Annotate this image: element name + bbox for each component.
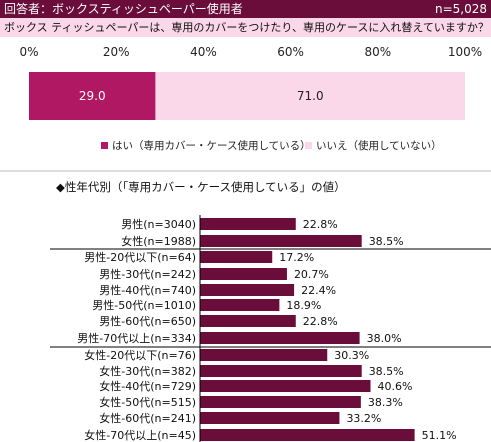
data-value-label: 38.3% (368, 396, 403, 409)
category-label: 女性-50代(n=515) (99, 395, 196, 409)
legend-swatch (101, 142, 108, 149)
axis-tick-label: 0% (19, 45, 38, 59)
section-title: ◆性年代別（「専用カバー・ケース使用している」の値） (56, 180, 346, 194)
category-label: 女性-30代(n=382) (99, 364, 196, 378)
category-label: 男性-40代(n=740) (99, 283, 196, 297)
segment-value-label: 29.0 (79, 89, 106, 103)
question-bar: ボックス ティッシュペーパーは、専用のカバーをつけたり、専用のケースに入れ替えて… (0, 18, 491, 37)
data-value-label: 38.0% (367, 332, 402, 345)
data-bar (200, 284, 295, 296)
data-bar (200, 251, 273, 263)
data-value-label: 17.2% (279, 251, 314, 264)
category-label: 女性-60代(n=241) (99, 411, 196, 425)
data-value-label: 22.8% (303, 218, 338, 231)
stacked-bar-segment-yes (29, 72, 156, 120)
data-value-label: 40.6% (378, 380, 413, 393)
data-value-label: 38.5% (369, 365, 404, 378)
category-label: 男性-60代(n=650) (99, 314, 196, 328)
data-bar (200, 349, 328, 361)
data-bar (200, 412, 340, 424)
segment-value-label: 71.0 (297, 89, 324, 103)
axis-tick-label: 20% (103, 45, 130, 59)
question-text: ボックス ティッシュペーパーは、専用のカバーをつけたり、専用のケースに入れ替えて… (4, 21, 491, 34)
data-value-label: 18.9% (286, 299, 321, 312)
data-bar (200, 365, 362, 377)
category-label: 男性(n=3040) (121, 217, 196, 231)
data-bar (200, 332, 360, 344)
data-bar (200, 218, 296, 230)
category-label: 女性(n=1988) (121, 234, 196, 248)
stacked-bar-segment-no (155, 72, 465, 120)
data-value-label: 51.1% (422, 429, 457, 442)
header-bar: 回答者：ボックスティッシュペーパー使用者 n=5,028 (0, 0, 491, 18)
data-value-label: 38.5% (369, 235, 404, 248)
category-label: 男性-30代(n=242) (99, 267, 196, 281)
legend-label: はい（専用カバー・ケース使用している） (112, 139, 311, 152)
axis-tick-label: 60% (277, 45, 304, 59)
category-label: 男性-50代(n=1010) (92, 298, 196, 312)
data-bar (200, 268, 287, 280)
category-label: 男性-70代以上(n=334) (77, 331, 196, 345)
data-bar (200, 299, 280, 311)
respondent-title: 回答者：ボックスティッシュペーパー使用者 (4, 2, 243, 16)
category-label: 女性-40代(n=729) (99, 379, 196, 393)
legend-label: いいえ（使用していない） (316, 139, 442, 152)
data-bar (200, 429, 415, 441)
axis-tick-label: 100% (448, 45, 482, 59)
axis-tick-label: 40% (190, 45, 217, 59)
data-value-label: 30.3% (334, 349, 369, 362)
data-bar (200, 380, 371, 392)
data-bar (200, 315, 296, 327)
category-label: 女性-70代以上(n=45) (84, 428, 196, 442)
axis-tick-label: 80% (364, 45, 391, 59)
data-value-label: 33.2% (346, 412, 381, 425)
data-value-label: 22.4% (301, 284, 336, 297)
legend-swatch (305, 142, 312, 149)
data-value-label: 22.8% (303, 315, 338, 328)
category-label: 女性-20代以下(n=76) (84, 348, 196, 362)
sample-size: n=5,028 (434, 2, 487, 16)
category-label: 男性-20代以下(n=64) (84, 250, 196, 264)
data-bar (200, 396, 361, 408)
data-bar (200, 235, 362, 247)
data-value-label: 20.7% (294, 268, 329, 281)
